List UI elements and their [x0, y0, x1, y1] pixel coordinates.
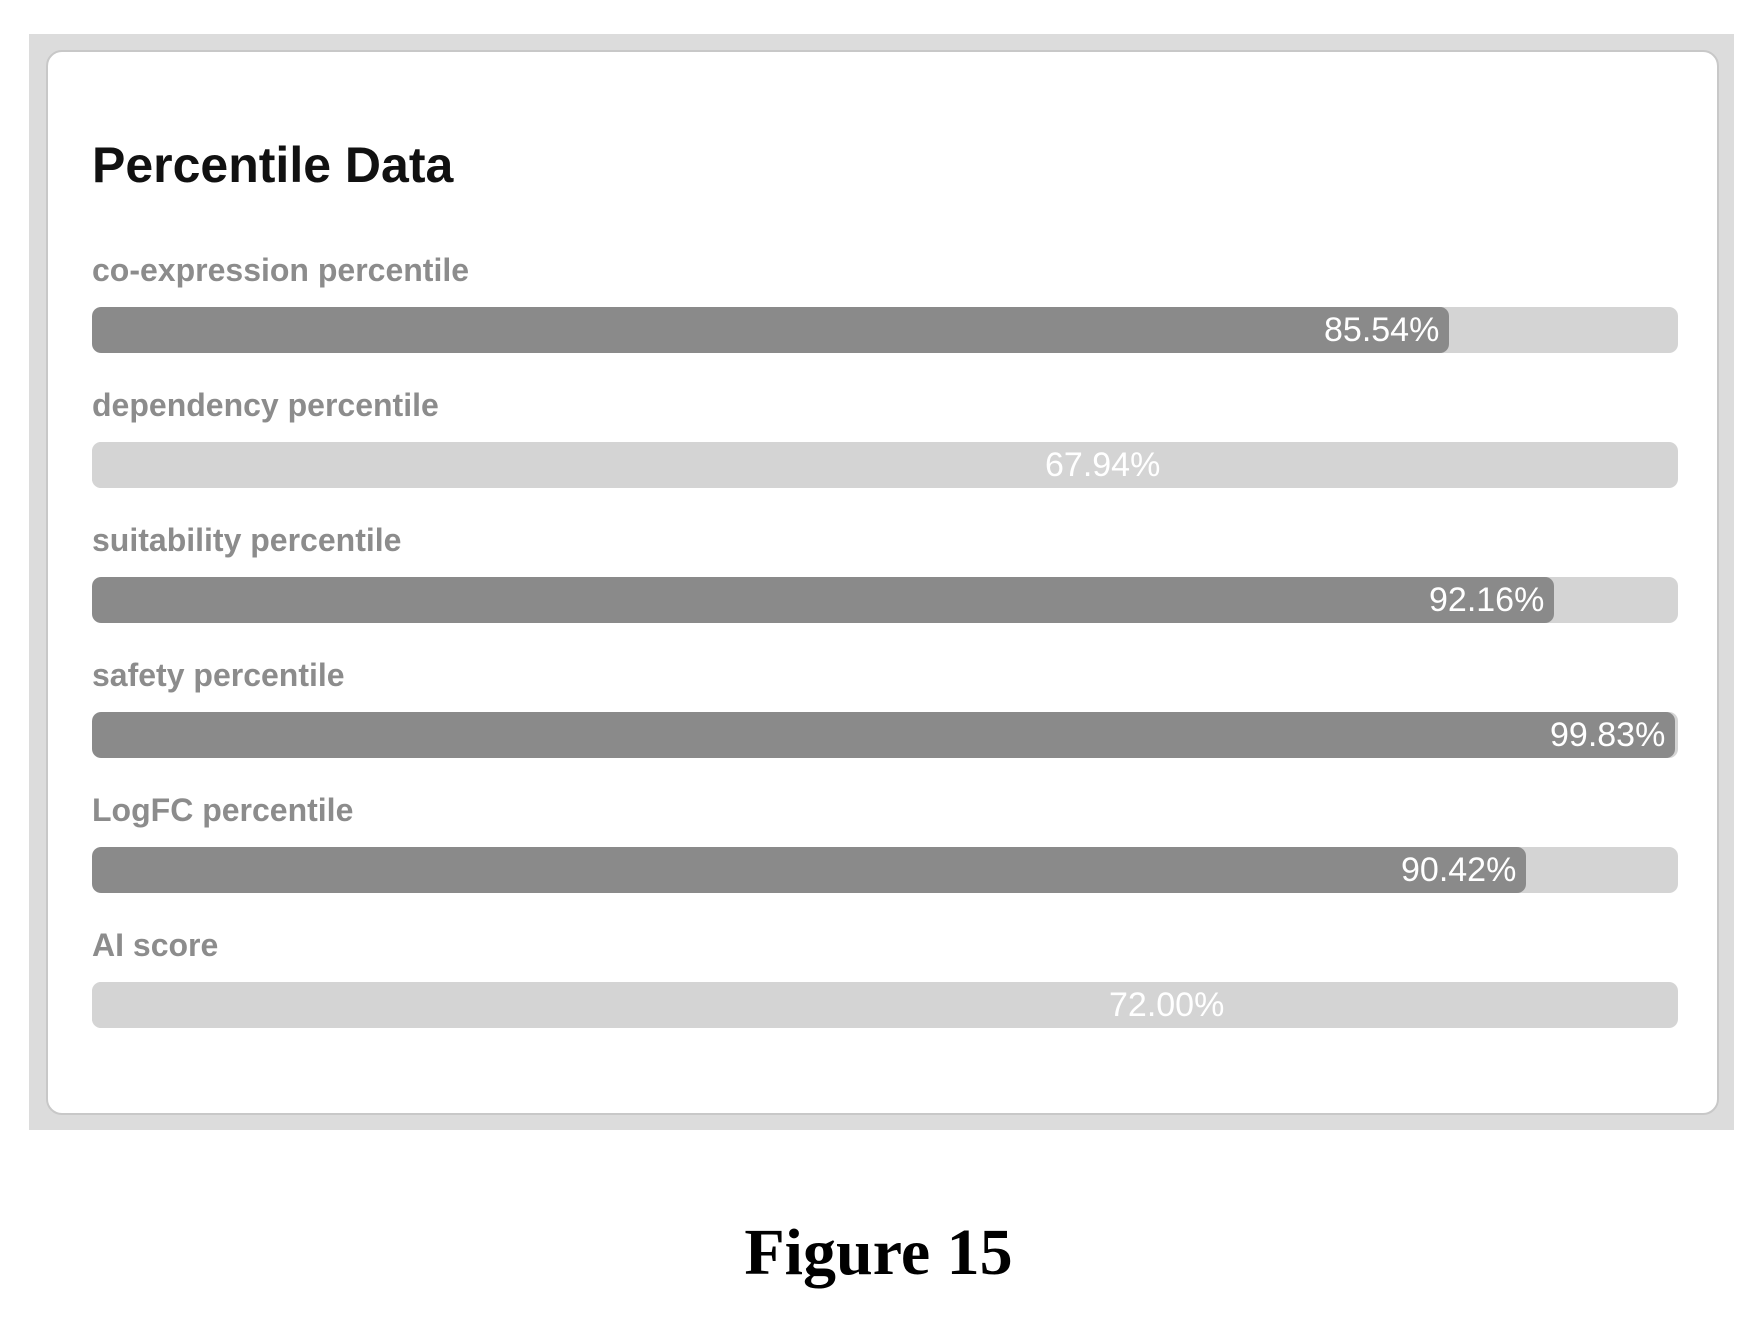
progress-bar-track: 90.42%	[92, 847, 1678, 893]
progress-bar-track: 85.54%	[92, 307, 1678, 353]
progress-bar-track: 92.16%	[92, 577, 1678, 623]
progress-bar-track: 67.94%	[92, 442, 1678, 488]
progress-value-label: 99.83%	[1550, 716, 1666, 754]
progress-bar-fill	[92, 442, 1170, 488]
progress-bar-fill	[92, 712, 1675, 758]
metric-label: safety percentile	[92, 657, 345, 693]
progress-bar-fill	[92, 307, 1449, 353]
metric-label: suitability percentile	[92, 522, 402, 558]
progress-bar-fill	[92, 577, 1554, 623]
metric-row: co-expression percentile 85.54%	[92, 250, 1678, 385]
card-title: Percentile Data	[92, 137, 454, 193]
figure-caption: Figure 15	[744, 1216, 1013, 1289]
metric-label: LogFC percentile	[92, 792, 354, 828]
progress-value-label: 72.00%	[1109, 986, 1225, 1024]
metric-label: co-expression percentile	[92, 252, 470, 288]
metric-row: suitability percentile 92.16%	[92, 520, 1678, 655]
metric-label: dependency percentile	[92, 387, 439, 423]
progress-value-label: 85.54%	[1324, 311, 1440, 349]
metrics-list: co-expression percentile 85.54% dependency…	[92, 250, 1678, 1060]
progress-value-label: 92.16%	[1429, 581, 1545, 619]
progress-value-label: 90.42%	[1401, 851, 1517, 889]
metric-row: safety percentile 99.83%	[92, 655, 1678, 790]
metric-row: LogFC percentile 90.42%	[92, 790, 1678, 925]
progress-value-label: 67.94%	[1045, 446, 1161, 484]
progress-bar-track: 72.00%	[92, 982, 1678, 1028]
progress-bar-track: 99.83%	[92, 712, 1678, 758]
progress-bar-fill	[92, 982, 1234, 1028]
metric-row: dependency percentile 67.94%	[92, 385, 1678, 520]
metric-row: AI score 72.00%	[92, 925, 1678, 1060]
progress-bar-fill	[92, 847, 1526, 893]
metric-label: AI score	[92, 927, 219, 963]
